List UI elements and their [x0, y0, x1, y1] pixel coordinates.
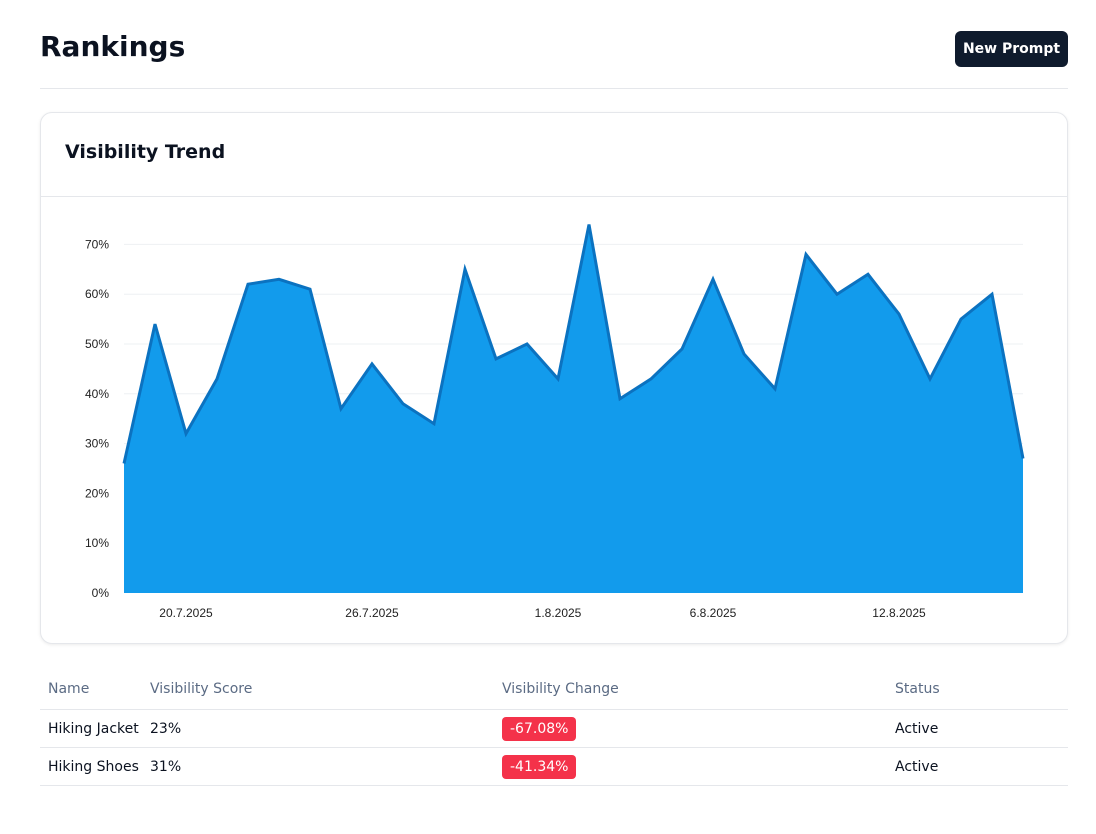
- row-status: Active: [895, 758, 939, 775]
- data-point: [308, 287, 312, 291]
- data-point: [122, 462, 126, 466]
- row-visibility-change: -67.08%: [502, 710, 577, 747]
- data-point: [618, 397, 622, 401]
- y-tick-label: 0%: [92, 586, 110, 600]
- change-badge: -67.08%: [502, 716, 577, 741]
- series-line: [122, 224, 1025, 464]
- data-point: [835, 292, 839, 296]
- data-point: [742, 352, 746, 356]
- data-point: [928, 377, 932, 381]
- visibility-trend-card: Visibility Trend 0% 10% 20% 30% 40% 50% 60% 70%…: [40, 112, 1068, 644]
- data-point: [1021, 457, 1025, 461]
- data-point: [153, 322, 157, 326]
- x-tick-label: 6.8.2025: [690, 606, 737, 620]
- data-point: [990, 292, 994, 296]
- data-point: [494, 357, 498, 361]
- y-tick-label: 50%: [85, 337, 109, 351]
- x-tick-label: 20.7.2025: [159, 606, 213, 620]
- data-point: [897, 312, 901, 316]
- data-point: [866, 272, 870, 276]
- table-row[interactable]: Hiking Shoes 31% -41.34% Active: [40, 748, 1068, 786]
- card-title: Visibility Trend: [65, 141, 226, 163]
- column-header-name[interactable]: Name: [48, 680, 90, 697]
- row-visibility-change: -41.34%: [502, 748, 577, 785]
- data-point: [680, 347, 684, 351]
- x-tick-label: 1.8.2025: [535, 606, 582, 620]
- row-name: Hiking Shoes: [48, 758, 139, 775]
- y-tick-label: 70%: [85, 237, 109, 251]
- data-point: [401, 402, 405, 406]
- data-point: [959, 317, 963, 321]
- data-point: [649, 377, 653, 381]
- row-status: Active: [895, 720, 939, 737]
- data-point: [246, 282, 250, 286]
- data-point: [339, 407, 343, 411]
- data-point: [463, 267, 467, 271]
- y-tick-label: 40%: [85, 387, 109, 401]
- y-tick-label: 20%: [85, 486, 109, 500]
- x-tick-label: 26.7.2025: [345, 606, 399, 620]
- data-point: [556, 377, 560, 381]
- table-row[interactable]: Hiking Jacket 23% -67.08% Active: [40, 710, 1068, 748]
- y-tick-label: 10%: [85, 536, 109, 550]
- data-point: [432, 422, 436, 426]
- column-header-status[interactable]: Status: [895, 680, 940, 697]
- data-point: [277, 277, 281, 281]
- series-area: [124, 224, 1023, 593]
- data-point: [370, 362, 374, 366]
- data-point: [525, 342, 529, 346]
- column-header-visibility-score[interactable]: Visibility Score: [150, 680, 253, 697]
- y-tick-label: 30%: [85, 437, 109, 451]
- data-point: [587, 223, 591, 227]
- row-visibility-score: 23%: [150, 720, 182, 737]
- change-badge: -41.34%: [502, 754, 577, 779]
- data-point: [804, 252, 808, 256]
- table-header-row: Name Visibility Score Visibility Change …: [40, 668, 1068, 710]
- row-name: Hiking Jacket: [48, 720, 139, 737]
- page-title: Rankings: [40, 30, 186, 63]
- data-point: [711, 277, 715, 281]
- y-tick-label: 60%: [85, 287, 109, 301]
- data-point: [773, 387, 777, 391]
- page-header: Rankings New Prompt: [40, 30, 1068, 89]
- visibility-trend-chart: 0% 10% 20% 30% 40% 50% 60% 70% 20.7.2025 26.7.202…: [85, 223, 1025, 620]
- x-tick-label: 12.8.2025: [872, 606, 926, 620]
- data-point: [184, 432, 188, 436]
- new-prompt-button[interactable]: New Prompt: [955, 31, 1068, 67]
- column-header-visibility-change[interactable]: Visibility Change: [502, 680, 619, 697]
- data-point: [215, 377, 219, 381]
- row-visibility-score: 31%: [150, 758, 182, 775]
- rankings-table: Name Visibility Score Visibility Change …: [40, 668, 1068, 786]
- card-header: Visibility Trend: [41, 113, 1067, 197]
